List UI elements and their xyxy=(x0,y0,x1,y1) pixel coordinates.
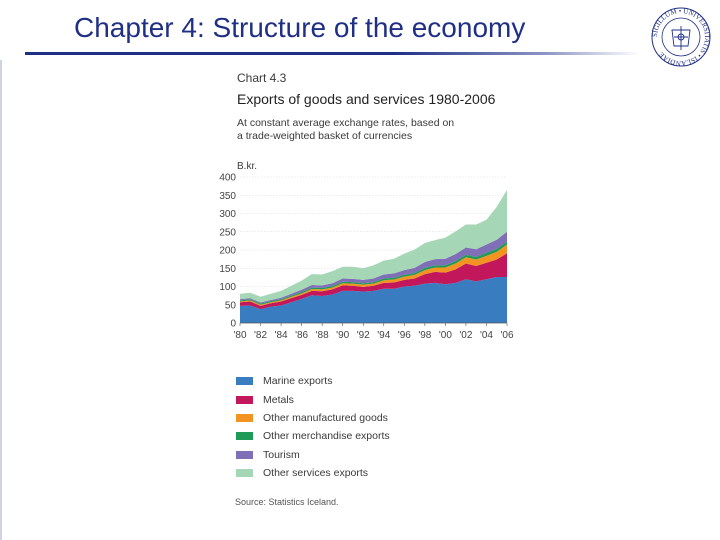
legend-item: Tourism xyxy=(236,446,390,464)
chart-subtitle: At constant average exchange rates, base… xyxy=(237,117,454,143)
stacked-area-chart: 0 50 100 150 200 250 300 350 400 '80 '82 '84 '86 '88 '… xyxy=(219,173,514,342)
seal-emblem xyxy=(671,26,691,50)
legend-item: Other services exports xyxy=(236,464,390,482)
x-tick-label: '96 xyxy=(398,330,411,341)
slide-title: Chapter 4: Structure of the economy xyxy=(74,12,526,43)
y-tick-label: 0 xyxy=(230,319,236,330)
y-tick-label: 150 xyxy=(219,264,236,275)
y-tick-label: 250 xyxy=(219,227,236,238)
legend-item: Other manufactured goods xyxy=(236,409,390,427)
legend-item: Marine exports xyxy=(236,372,390,390)
x-tick-label: '84 xyxy=(275,330,288,341)
y-tick-label: 100 xyxy=(219,282,236,293)
legend-swatch xyxy=(236,450,253,459)
area-other-services-exports xyxy=(240,189,507,303)
chart-number: Chart 4.3 xyxy=(237,71,287,85)
x-tick-label: '86 xyxy=(295,330,308,341)
y-tick-label: 300 xyxy=(219,209,236,220)
chart-title: Exports of goods and services 1980-2006 xyxy=(237,91,496,107)
y-tick-label: 200 xyxy=(219,246,236,257)
chart-subtitle-line-2: a trade-weighted basket of currencies xyxy=(237,130,413,142)
legend-swatch xyxy=(236,395,253,404)
x-tick-label: '80 xyxy=(233,330,246,341)
title-underline xyxy=(25,52,640,55)
x-tick-label: '06 xyxy=(500,330,513,341)
slide-left-edge xyxy=(0,60,2,540)
x-tick-label: '00 xyxy=(439,330,452,341)
legend-label: Other manufactured goods xyxy=(263,411,388,424)
chart-subtitle-line-1: At constant average exchange rates, base… xyxy=(237,117,455,129)
y-tick-label: 350 xyxy=(219,191,236,202)
seal-inner-ring xyxy=(661,17,701,57)
x-tick-label: '82 xyxy=(254,330,267,341)
legend-label: Metals xyxy=(263,393,294,406)
y-tick-label: 400 xyxy=(219,173,236,184)
legend-swatch xyxy=(236,413,253,422)
legend-label: Other merchandise exports xyxy=(263,430,390,443)
x-tick-label: '90 xyxy=(336,330,349,341)
legend-swatch xyxy=(236,469,253,478)
y-axis-unit-label: B.kr. xyxy=(237,161,258,172)
x-tick-label: '94 xyxy=(377,330,390,341)
legend-label: Marine exports xyxy=(263,375,333,388)
legend-item: Metals xyxy=(236,390,390,408)
legend-label: Other services exports xyxy=(263,467,369,480)
x-tick-label: '04 xyxy=(480,330,493,341)
x-tick-label: '02 xyxy=(459,330,472,341)
chart-legend: Marine exports Metals Other manufactured g… xyxy=(236,372,390,482)
seal-outer-ring xyxy=(651,7,711,67)
area-metals xyxy=(240,253,507,310)
chart-source-note: Source: Statistics Iceland. xyxy=(235,497,339,507)
legend-swatch xyxy=(236,377,253,386)
legend-item: Other merchandise exports xyxy=(236,427,390,445)
x-tick-label: '92 xyxy=(357,330,370,341)
x-tick-label: '88 xyxy=(316,330,329,341)
y-tick-label: 50 xyxy=(225,300,237,311)
university-seal-logo: SIGILLUM • UNIVERSITATIS • ISLANDIAE xyxy=(651,7,711,67)
area-marine-exports xyxy=(240,277,507,323)
legend-label: Tourism xyxy=(263,448,300,461)
x-tick-label: '98 xyxy=(418,330,431,341)
legend-swatch xyxy=(236,432,253,441)
